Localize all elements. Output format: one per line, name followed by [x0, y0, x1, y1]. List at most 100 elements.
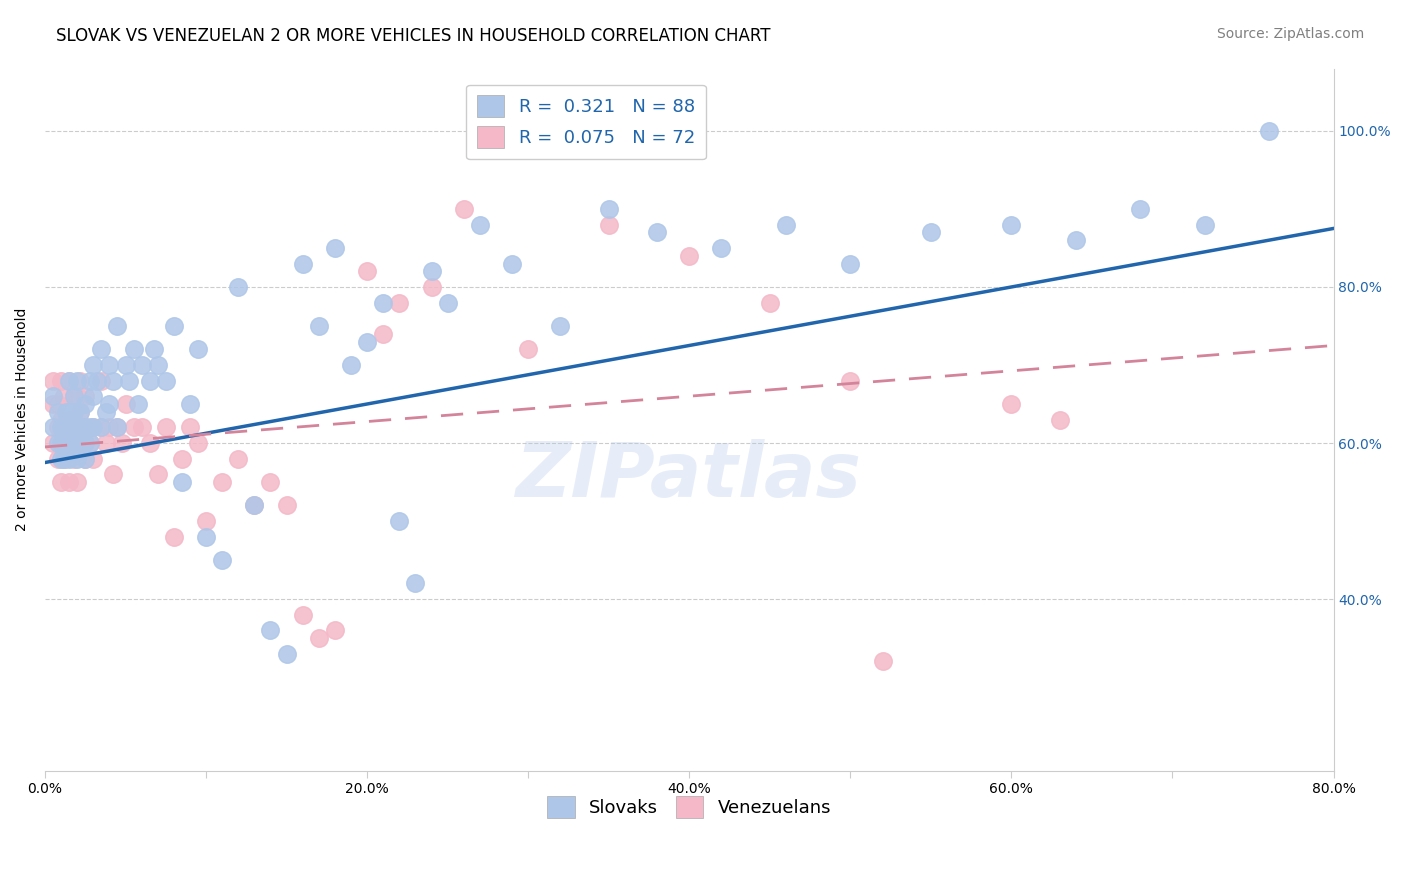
- Point: [155, 374, 177, 388]
- Point: [46, 436, 69, 450]
- Point: [436, 295, 458, 310]
- Point: [53, 420, 76, 434]
- Point: [79, 436, 101, 450]
- Point: [66, 451, 89, 466]
- Point: [75, 389, 97, 403]
- Point: [66, 436, 89, 450]
- Point: [66, 389, 89, 403]
- Point: [69, 420, 91, 434]
- Point: [98, 420, 121, 434]
- Point: [550, 318, 572, 333]
- Point: [66, 420, 89, 434]
- Point: [598, 202, 620, 216]
- Point: [138, 436, 160, 450]
- Point: [678, 249, 700, 263]
- Point: [82, 420, 104, 434]
- Point: [75, 436, 97, 450]
- Point: [170, 451, 193, 466]
- Point: [49, 475, 72, 489]
- Point: [872, 655, 894, 669]
- Point: [1000, 397, 1022, 411]
- Point: [243, 499, 266, 513]
- Point: [75, 451, 97, 466]
- Point: [114, 397, 136, 411]
- Point: [42, 389, 65, 403]
- Point: [49, 436, 72, 450]
- Point: [146, 358, 169, 372]
- Point: [195, 514, 218, 528]
- Point: [373, 326, 395, 341]
- Point: [485, 124, 508, 138]
- Point: [356, 264, 378, 278]
- Point: [1064, 233, 1087, 247]
- Point: [46, 451, 69, 466]
- Point: [710, 241, 733, 255]
- Point: [114, 358, 136, 372]
- Point: [69, 436, 91, 450]
- Point: [839, 374, 862, 388]
- Point: [107, 420, 129, 434]
- Point: [69, 436, 91, 450]
- Point: [211, 553, 233, 567]
- Point: [42, 397, 65, 411]
- Text: ZIPatlas: ZIPatlas: [516, 439, 862, 513]
- Point: [118, 374, 141, 388]
- Point: [1000, 218, 1022, 232]
- Point: [82, 451, 104, 466]
- Point: [243, 499, 266, 513]
- Point: [420, 280, 443, 294]
- Point: [122, 343, 145, 357]
- Point: [63, 420, 86, 434]
- Point: [1129, 202, 1152, 216]
- Point: [226, 451, 249, 466]
- Point: [373, 295, 395, 310]
- Point: [42, 420, 65, 434]
- Point: [122, 420, 145, 434]
- Point: [517, 343, 540, 357]
- Point: [69, 374, 91, 388]
- Y-axis label: 2 or more Vehicles in Household: 2 or more Vehicles in Household: [15, 308, 30, 532]
- Point: [49, 374, 72, 388]
- Point: [468, 218, 491, 232]
- Point: [49, 436, 72, 450]
- Point: [53, 420, 76, 434]
- Point: [340, 358, 363, 372]
- Point: [920, 225, 942, 239]
- Point: [146, 467, 169, 482]
- Point: [775, 218, 797, 232]
- Point: [1194, 218, 1216, 232]
- Point: [58, 405, 80, 419]
- Point: [55, 405, 77, 419]
- Point: [82, 389, 104, 403]
- Point: [323, 241, 346, 255]
- Point: [259, 624, 281, 638]
- Point: [66, 374, 89, 388]
- Point: [96, 436, 118, 450]
- Point: [187, 436, 209, 450]
- Point: [49, 451, 72, 466]
- Point: [138, 374, 160, 388]
- Point: [170, 475, 193, 489]
- Point: [96, 405, 118, 419]
- Point: [46, 397, 69, 411]
- Point: [226, 280, 249, 294]
- Point: [163, 530, 186, 544]
- Point: [291, 256, 314, 270]
- Point: [404, 576, 426, 591]
- Point: [388, 514, 411, 528]
- Point: [131, 420, 153, 434]
- Point: [55, 436, 77, 450]
- Point: [79, 374, 101, 388]
- Point: [98, 358, 121, 372]
- Point: [131, 358, 153, 372]
- Point: [63, 389, 86, 403]
- Point: [187, 343, 209, 357]
- Point: [66, 436, 89, 450]
- Point: [356, 334, 378, 349]
- Point: [90, 343, 112, 357]
- Point: [75, 451, 97, 466]
- Point: [63, 420, 86, 434]
- Point: [66, 475, 89, 489]
- Point: [111, 436, 134, 450]
- Point: [107, 318, 129, 333]
